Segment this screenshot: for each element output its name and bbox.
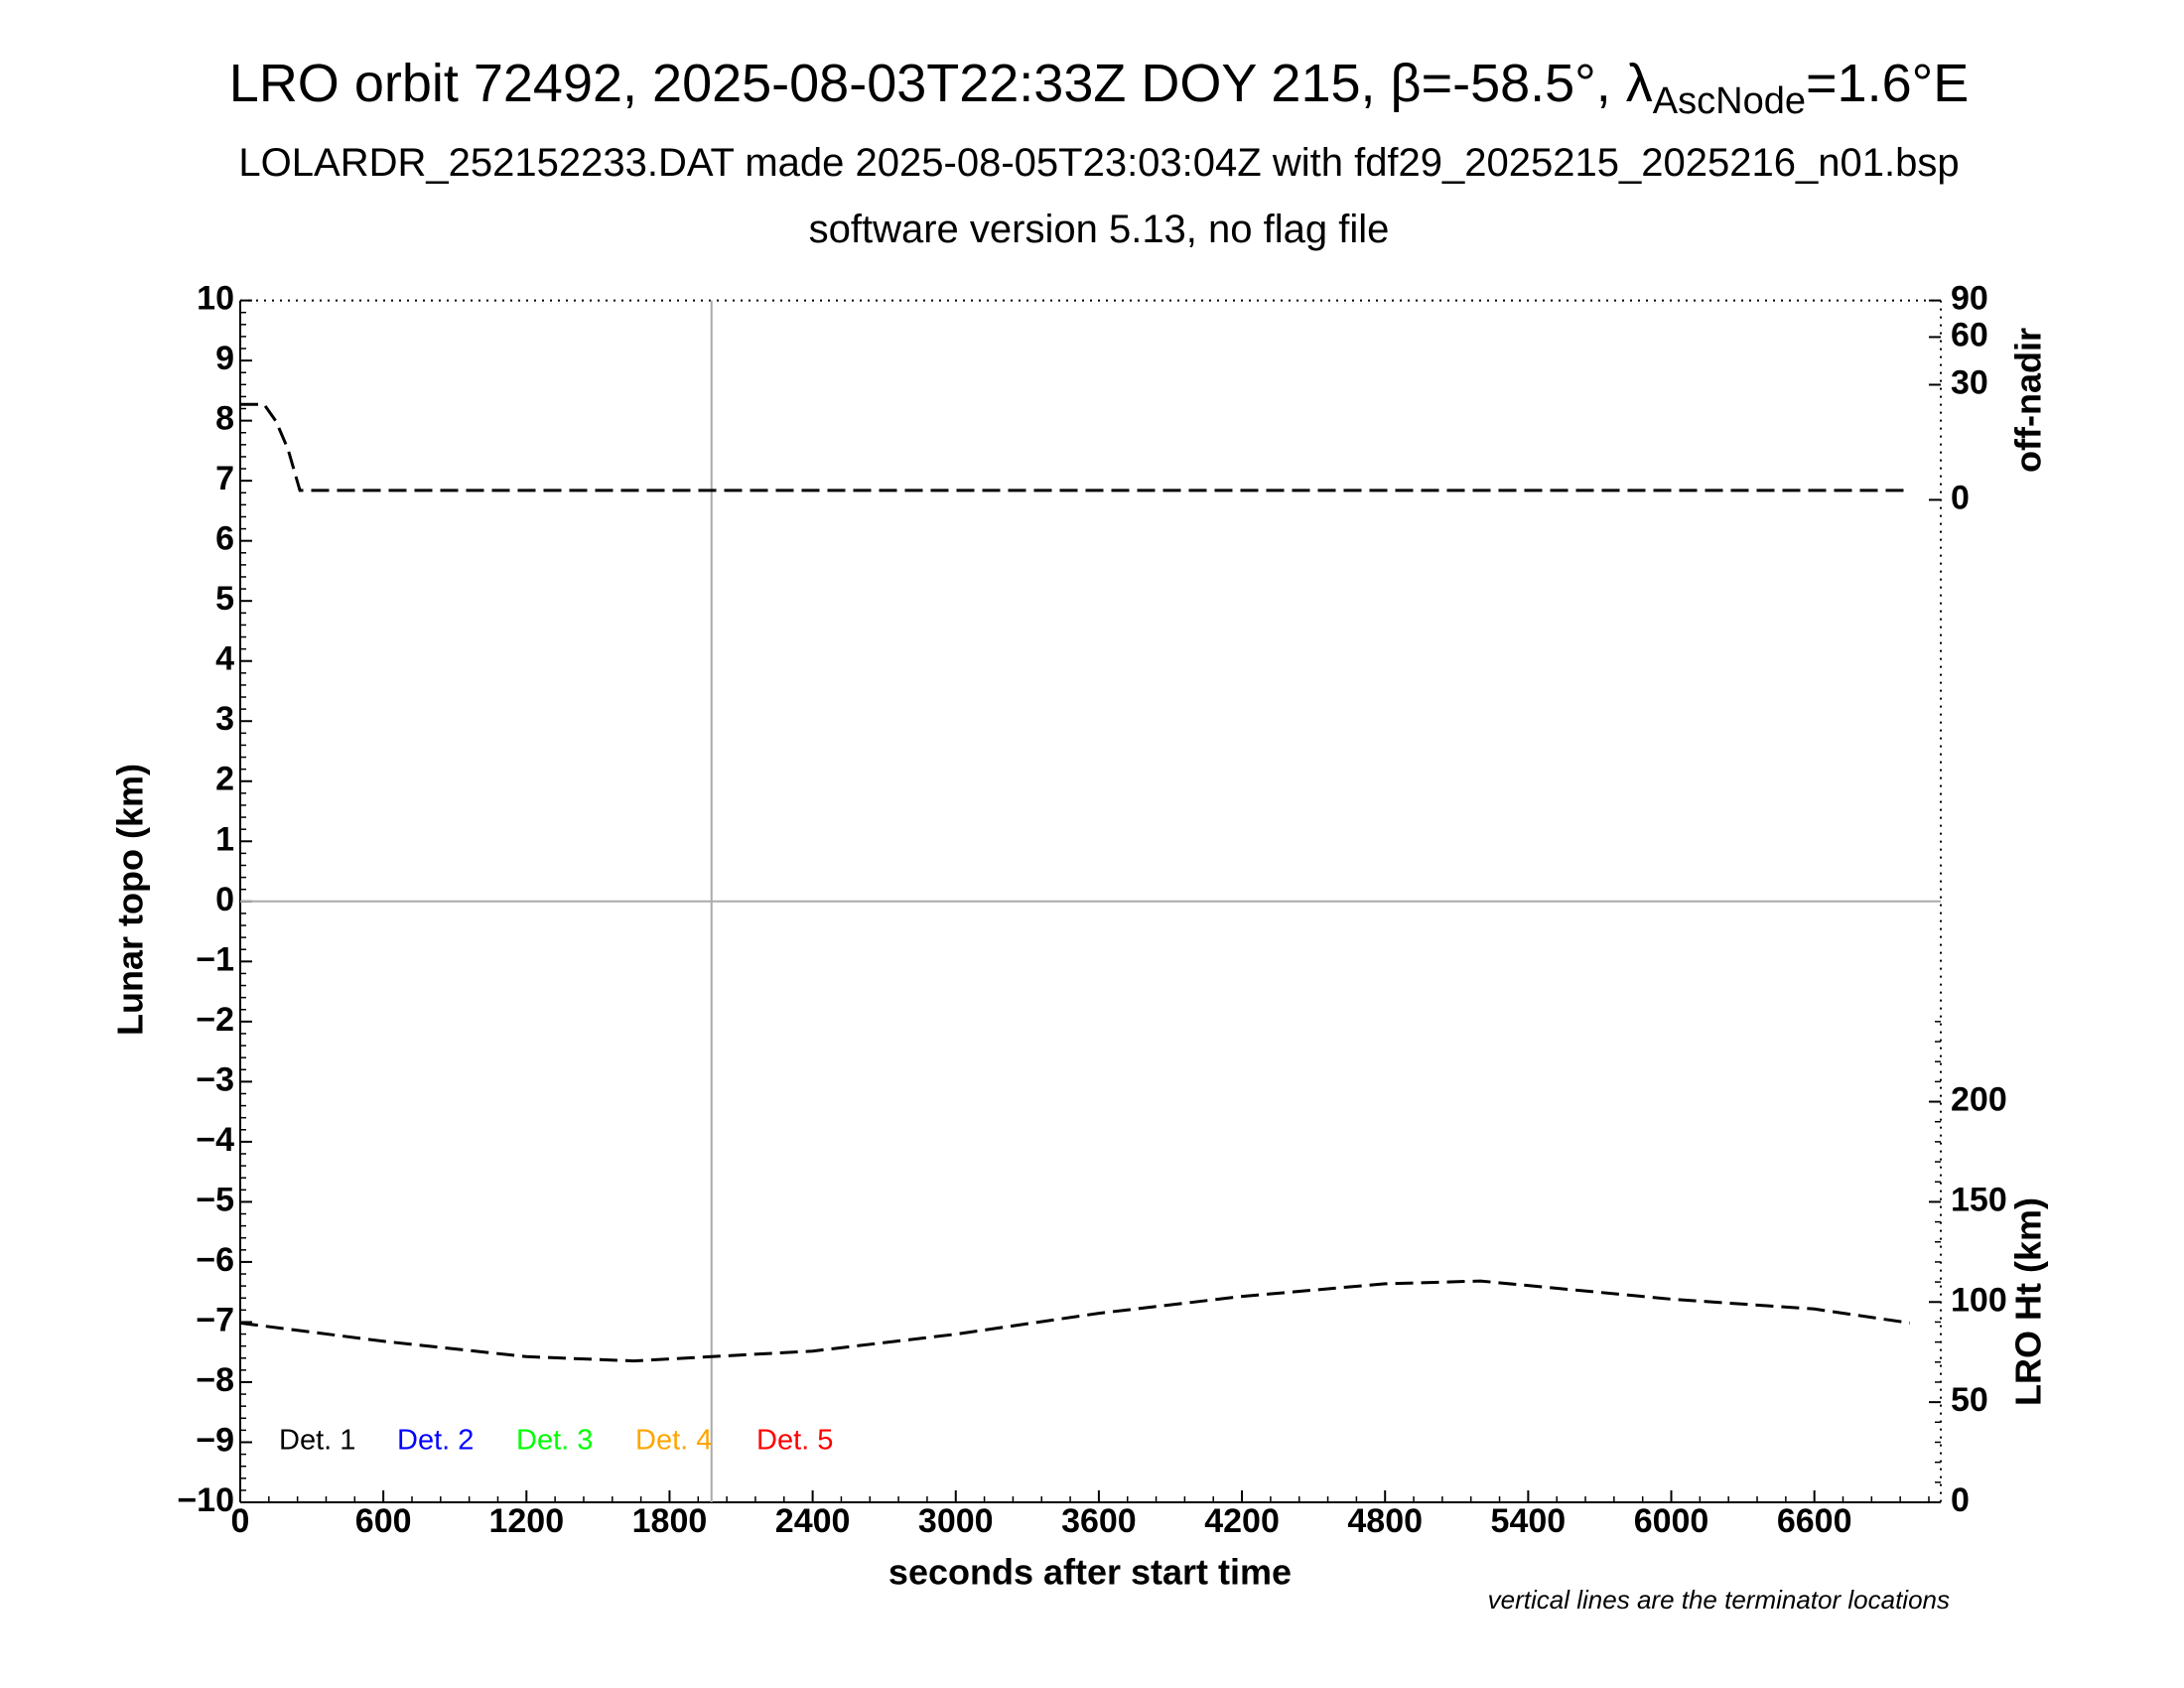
y-tick-label: −4 <box>196 1121 234 1159</box>
x-tick-label: 6000 <box>1634 1502 1709 1540</box>
y-tick-label: 10 <box>197 280 234 318</box>
y-tick-label: 3 <box>215 700 234 738</box>
subtitle-2: software version 5.13, no flag file <box>809 208 1390 251</box>
y-tick-label: 8 <box>215 400 234 438</box>
x-tick-label: 4200 <box>1204 1502 1280 1540</box>
y-tick-label: 4 <box>215 640 234 678</box>
x-axis-label: seconds after start time <box>888 1552 1292 1593</box>
x-tick-label: 6600 <box>1777 1502 1852 1540</box>
x-tick-label: 3000 <box>918 1502 994 1540</box>
y-tick-label: 5 <box>215 580 234 618</box>
legend-entry: Det. 2 <box>397 1425 474 1457</box>
y-tick-label: −1 <box>196 940 234 978</box>
x-tick-label: 600 <box>355 1502 412 1540</box>
title-sub: AscNode <box>1653 80 1806 122</box>
y-tick-label: 9 <box>215 340 234 377</box>
y2-tick-label: 90 <box>1951 280 1988 318</box>
series-line <box>239 1279 1911 1363</box>
y-tick-label: −9 <box>196 1421 234 1459</box>
title-end: =1.6°E <box>1806 54 1969 113</box>
title-main: LRO orbit 72492, 2025-08-03T22:33Z DOY 2… <box>229 54 1653 113</box>
legend-entry: Det. 5 <box>756 1425 833 1457</box>
y-tick-label: 2 <box>215 761 234 798</box>
y3-tick-label: 100 <box>1951 1281 2007 1319</box>
series-line <box>240 402 1910 492</box>
legend-entry: Det. 4 <box>635 1425 712 1457</box>
y-tick-label: 0 <box>215 881 234 918</box>
y3-tick-label: 0 <box>1951 1481 1970 1519</box>
x-tick-label: 5400 <box>1491 1502 1567 1540</box>
x-tick-label: 4800 <box>1347 1502 1423 1540</box>
x-tick-label: 1200 <box>488 1502 564 1540</box>
y-tick-label: 7 <box>215 460 234 497</box>
y3-tick-label: 150 <box>1951 1181 2007 1218</box>
x-tick-label: 0 <box>231 1502 250 1540</box>
y-tick-label: −2 <box>196 1001 234 1039</box>
y-tick-label: −10 <box>177 1481 234 1519</box>
legend-entry: Det. 3 <box>516 1425 593 1457</box>
x-tick-label: 1800 <box>632 1502 708 1540</box>
y-axis-label: Lunar topo (km) <box>110 764 151 1036</box>
y3-tick-label: 50 <box>1951 1381 1988 1419</box>
subtitle: LOLARDR_252152233.DAT made 2025-08-05T23… <box>238 141 1959 185</box>
y-tick-label: −7 <box>196 1301 234 1338</box>
y-tick-label: −8 <box>196 1361 234 1399</box>
y2-axis-label: off-nadir <box>2008 328 2049 473</box>
legend-entry: Det. 1 <box>279 1425 355 1457</box>
y2-tick-label: 60 <box>1951 316 1988 353</box>
x-tick-label: 2400 <box>775 1502 851 1540</box>
y-tick-label: −3 <box>196 1060 234 1098</box>
y-tick-label: 6 <box>215 520 234 558</box>
x-tick-label: 3600 <box>1061 1502 1137 1540</box>
y3-axis-label: LRO Ht (km) <box>2008 1197 2049 1406</box>
chart-title: LRO orbit 72492, 2025-08-03T22:33Z DOY 2… <box>229 54 1969 122</box>
y-tick-label: −6 <box>196 1241 234 1279</box>
y-tick-label: 1 <box>215 820 234 858</box>
note: vertical lines are the terminator locati… <box>1488 1585 1950 1615</box>
y3-tick-label: 200 <box>1951 1081 2007 1119</box>
y2-tick-label: 0 <box>1951 479 1970 516</box>
y2-tick-label: 30 <box>1951 363 1988 401</box>
y-tick-label: −5 <box>196 1181 234 1218</box>
